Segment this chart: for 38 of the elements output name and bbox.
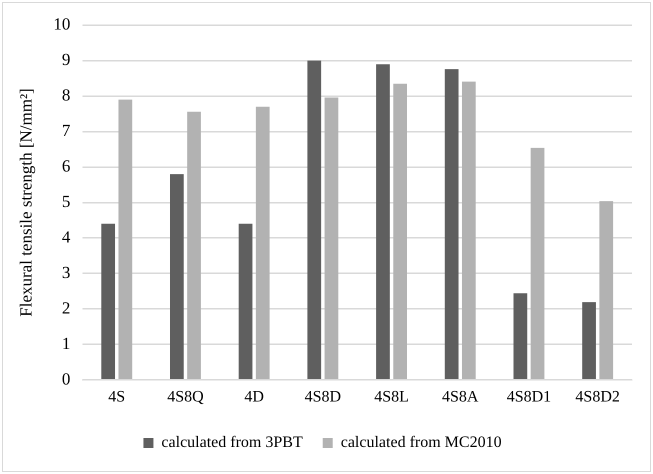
x-tick-label: 4S8D [304,388,342,406]
y-tick-label: 6 [62,156,70,176]
legend-label: calculated from MC2010 [340,434,502,452]
x-tick-label: 4S8L [374,388,409,406]
bar [376,64,390,380]
bar [462,82,476,380]
bar [101,224,116,380]
bar [256,106,270,380]
y-tick-label: 4 [62,227,71,246]
y-tick-label: 10 [53,14,70,34]
bar [599,201,614,380]
x-tick-label: 4S8D1 [506,388,552,406]
y-tick-label: 5 [62,192,70,211]
y-tick-label: 2 [62,298,70,318]
bar [170,174,184,380]
y-tick-label: 7 [62,121,71,140]
bar [238,224,252,380]
y-tick-label: 3 [62,262,70,282]
y-tick-label: 9 [62,50,70,70]
x-tick-label: 4S [108,388,126,406]
y-tick-label: 8 [62,86,70,105]
y-axis-title: Flexural tensile strength [N/mm²] [16,88,36,317]
x-tick-label: 4S8A [442,388,479,406]
bar [582,302,596,380]
x-tick-label: 4S8Q [167,388,204,406]
y-tick-label: 1 [62,334,70,353]
x-tick-label: 4D [244,388,264,406]
bar [187,112,201,380]
y-tick-label: 0 [62,369,70,388]
bar [118,100,132,380]
x-tick-label: 4S8D2 [575,388,620,406]
bar [307,60,322,380]
bar [393,84,408,380]
bar [324,98,338,380]
bar [530,148,544,380]
bar [444,69,459,380]
bar [513,293,528,380]
legend-label: calculated from 3PBT [161,434,303,452]
